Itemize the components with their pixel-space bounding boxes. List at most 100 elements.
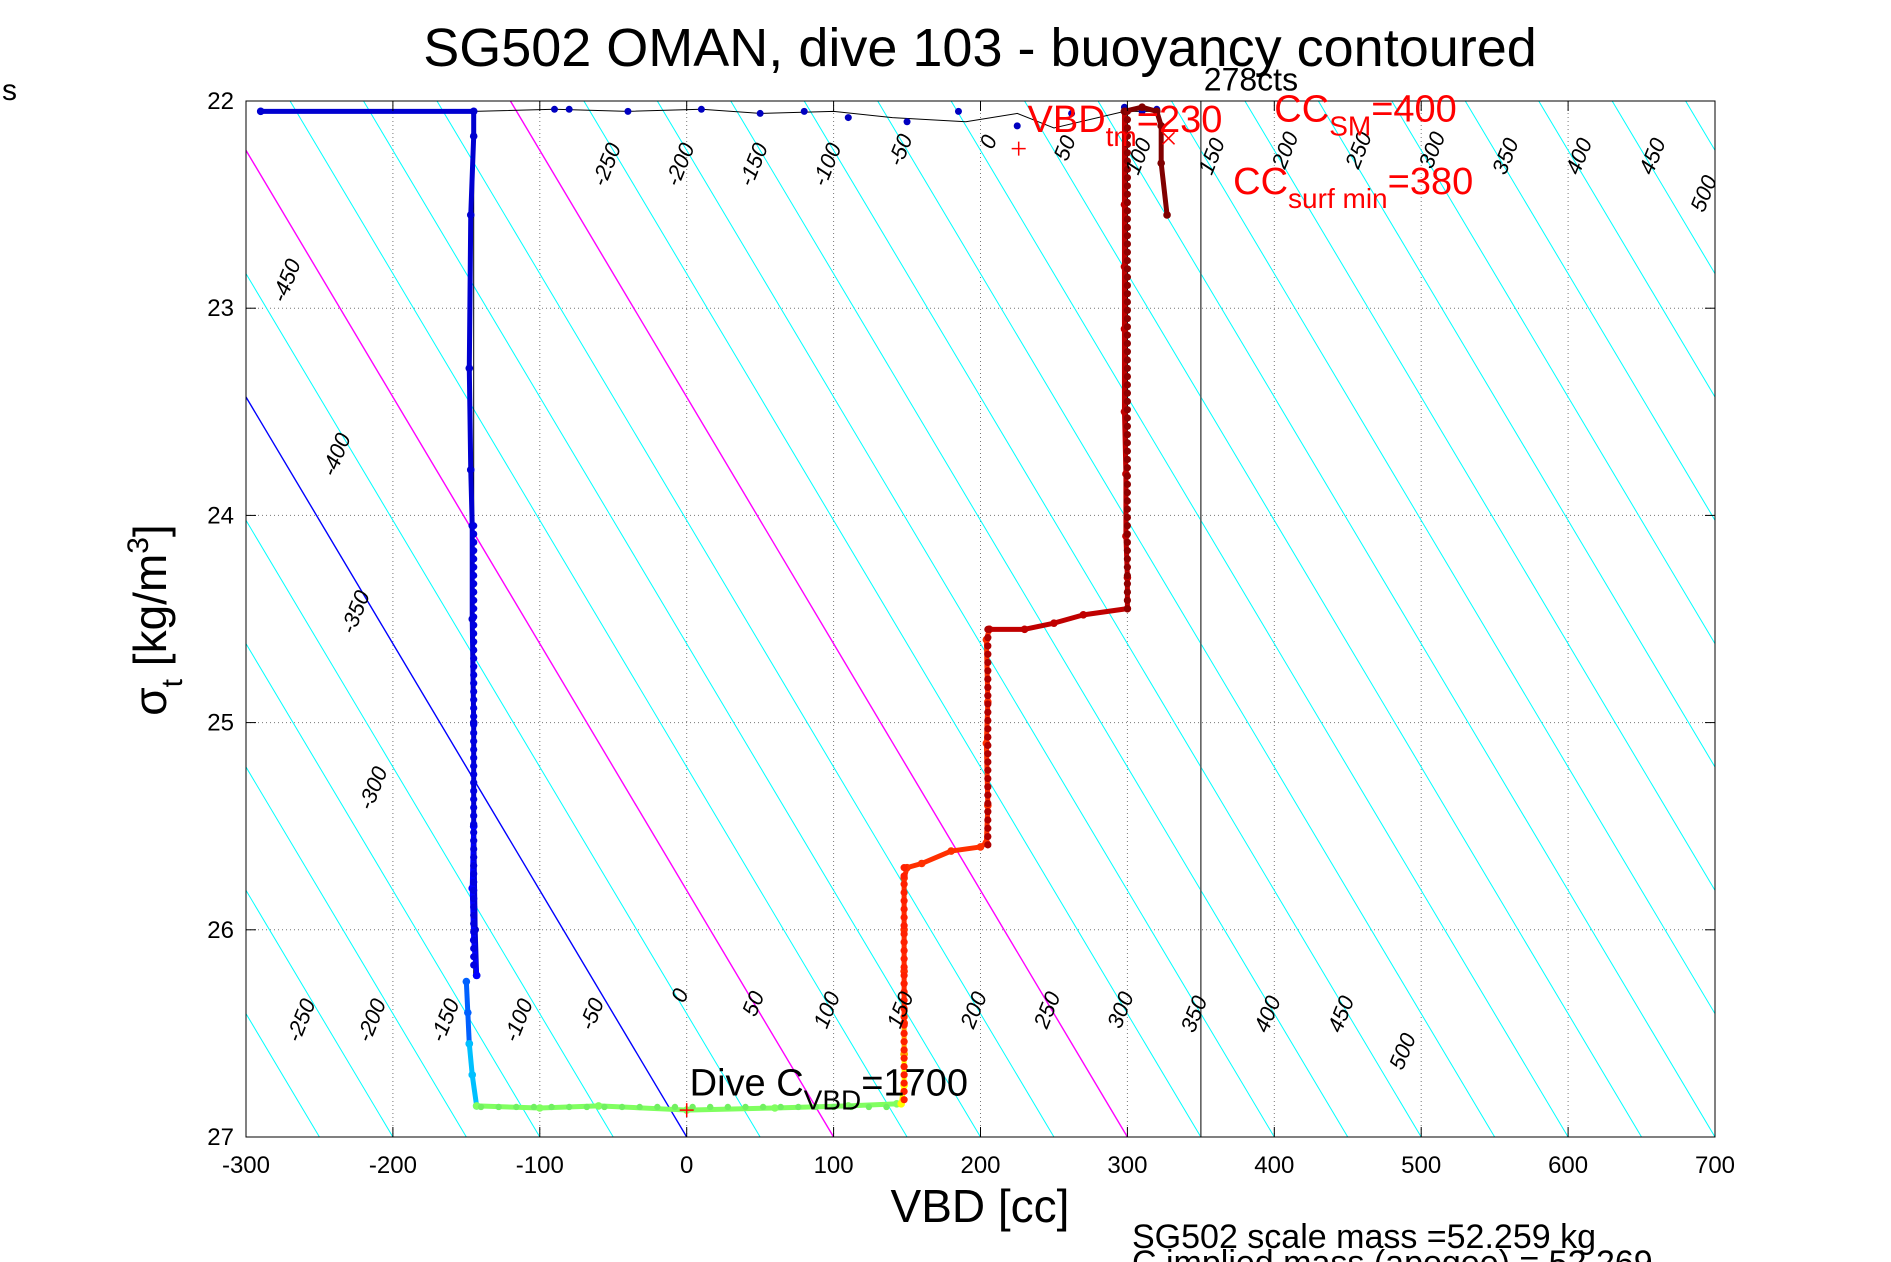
profile-point — [1157, 159, 1165, 167]
profile-point — [984, 667, 992, 675]
profile-point — [1123, 281, 1131, 290]
x-tick-label: 0 — [680, 1152, 693, 1179]
profile-point — [470, 671, 478, 679]
profile-point — [900, 946, 908, 955]
y-tick-label: 24 — [207, 502, 234, 529]
profile-point — [900, 922, 908, 930]
profile-point — [1123, 422, 1131, 430]
profile-segment — [901, 628, 992, 1024]
profile-point — [1123, 397, 1131, 406]
contour-label: -150 — [733, 139, 773, 190]
profile-point — [1123, 563, 1131, 571]
bottom-track-point — [548, 1103, 555, 1111]
profile-point — [1123, 497, 1131, 505]
profile-point — [1123, 430, 1131, 439]
profile-point — [1123, 530, 1131, 538]
contour-label: 50 — [737, 987, 770, 1020]
profile-point — [470, 787, 478, 795]
profile-point — [1123, 489, 1131, 497]
profile-point — [900, 1021, 908, 1029]
profile-point — [1123, 464, 1131, 472]
y-tick-label: 27 — [207, 1124, 234, 1151]
profile-point — [1163, 211, 1171, 219]
bottom-track-point — [565, 1103, 573, 1111]
profile-point — [984, 716, 992, 725]
profile-point — [1123, 381, 1131, 389]
contour-label: -200 — [351, 994, 391, 1045]
profile-point — [1123, 265, 1131, 273]
profile-point — [1123, 472, 1131, 480]
contour-label: 350 — [1175, 992, 1212, 1036]
profile-point — [984, 750, 992, 758]
profile-point — [1079, 611, 1088, 619]
profile-point — [470, 845, 478, 853]
profile-point — [900, 930, 908, 938]
x-tick-label: 500 — [1401, 1152, 1441, 1179]
red-plus-marker — [1011, 141, 1026, 156]
profile-point — [1123, 298, 1131, 306]
profile-point — [984, 642, 992, 650]
red-plus-marker — [679, 1103, 694, 1118]
contour-label: 400 — [1249, 992, 1286, 1036]
profile-point — [1123, 505, 1131, 513]
profile-point — [984, 625, 992, 633]
contour-label: -250 — [281, 994, 321, 1045]
profile-point — [1123, 207, 1131, 215]
profile-point — [984, 832, 992, 841]
profile-point — [465, 1039, 474, 1048]
profile-point — [470, 663, 478, 671]
contour-line — [656, 101, 1275, 1137]
annotation-cts: 278cts — [1204, 62, 1298, 98]
profile-point — [1138, 103, 1146, 112]
contour-line — [583, 101, 1202, 1137]
profile-point — [1152, 107, 1161, 116]
profile-point — [470, 870, 478, 878]
profile-point — [470, 638, 478, 646]
profile-point — [900, 872, 908, 880]
contour-label: -450 — [266, 255, 306, 306]
surface-point — [954, 107, 962, 115]
profile-point — [1123, 372, 1131, 381]
profile-point — [1123, 314, 1131, 323]
contour-line — [1759, 101, 1891, 1137]
contour-label: 500 — [1384, 1029, 1421, 1073]
profile-point — [470, 737, 478, 745]
surface-point — [550, 105, 558, 113]
contour-line — [246, 519, 614, 1137]
profile-point — [470, 621, 478, 629]
profile-point — [470, 613, 478, 621]
bottom-track-point — [689, 1103, 696, 1111]
axes: -300 -200 -100 0 100 200 300 400 500 600 700222324… — [207, 88, 1735, 1179]
profile-point — [470, 837, 478, 845]
profile-point — [1123, 240, 1131, 248]
bottom-track-point — [583, 1103, 591, 1111]
profile-point — [470, 745, 478, 754]
x-tick-label: 400 — [1254, 1152, 1294, 1179]
profile-point — [984, 692, 992, 700]
bottom-track-point — [883, 1103, 890, 1111]
contour-line — [1024, 101, 1642, 1137]
profile-point — [1123, 522, 1131, 530]
bottom-track-point — [724, 1103, 732, 1111]
profile-point — [1123, 107, 1131, 115]
profile-point — [1123, 323, 1131, 331]
profile-point — [466, 211, 475, 219]
profile-point — [984, 700, 992, 708]
corner-label: s — [2, 74, 17, 107]
contour-line — [1833, 101, 1891, 1137]
scale-mass-text: SG502 scale mass =52.259 kg — [1132, 1218, 1596, 1256]
profile-point — [1123, 339, 1131, 348]
profile-point — [1123, 215, 1131, 223]
profile-point — [984, 758, 992, 766]
profile-point — [1123, 455, 1131, 464]
profile-point — [470, 886, 478, 895]
profile-point — [1123, 480, 1131, 488]
surface-point — [1013, 122, 1021, 130]
profile-point — [900, 938, 908, 946]
profile-point — [470, 563, 478, 571]
profile-point — [470, 729, 478, 737]
profile-point — [984, 741, 992, 749]
contour-label: -100 — [807, 139, 847, 190]
profile-point — [900, 1087, 908, 1096]
chart-title: SG502 OMAN, dive 103 - buoyancy contoure… — [423, 18, 1537, 78]
